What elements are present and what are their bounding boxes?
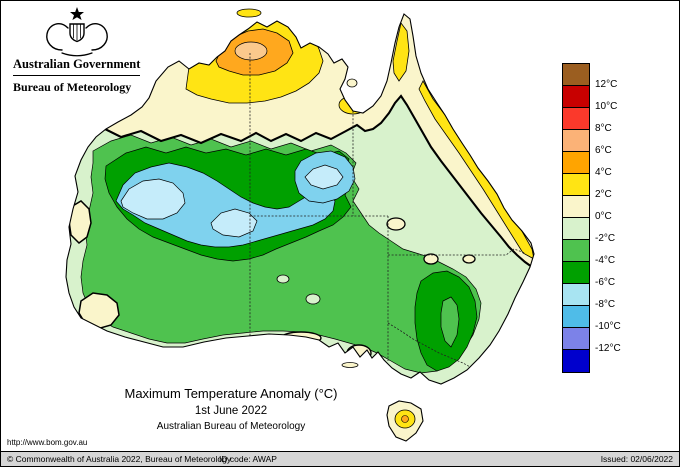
tasmania-orange — [401, 415, 409, 423]
legend-label: 8°C — [595, 123, 612, 134]
legend-swatch — [563, 284, 589, 306]
legend-label: 2°C — [595, 189, 612, 200]
state-borders — [249, 53, 526, 369]
coat-of-arms-icon — [46, 7, 108, 57]
bureau-title: Bureau of Meteorology — [13, 80, 132, 94]
legend-label: -4°C — [595, 255, 616, 266]
temperature-legend: 12°C 10°C 8°C 6°C 4°C 2°C 0°C -2°C -4°C … — [562, 63, 621, 373]
legend-swatch — [563, 174, 589, 196]
legend-swatch — [563, 152, 589, 174]
footer-bar: © Commonwealth of Australia 2022, Bureau… — [1, 451, 679, 466]
region-capeyork-yellow — [392, 22, 410, 82]
legend-label: -8°C — [595, 299, 616, 310]
legend-label: -12°C — [595, 343, 621, 354]
legend-label: 6°C — [595, 145, 612, 156]
spot-qld-1 — [386, 217, 406, 231]
legend-swatch — [563, 350, 589, 372]
map-title: Maximum Temperature Anomaly (°C) — [124, 386, 338, 401]
legend-label: 12°C — [595, 79, 618, 90]
crest-star — [70, 7, 84, 20]
spot-qld-2 — [423, 253, 439, 265]
patch-west-cream — [68, 200, 92, 244]
crest-kangaroo — [46, 23, 69, 51]
legend-label: 4°C — [595, 167, 612, 178]
legend-swatch — [563, 64, 589, 86]
crest-scroll — [61, 52, 93, 57]
groote-island — [346, 78, 358, 88]
legend-swatch — [563, 108, 589, 130]
cold-core-east — [304, 164, 344, 190]
crest-shield — [69, 23, 85, 43]
legend-label: -10°C — [595, 321, 621, 332]
legend-swatch — [563, 130, 589, 152]
footer-issued-date: Issued: 02/06/2022 — [600, 454, 673, 464]
patch-gulfs-cream — [346, 344, 372, 362]
cold-core-west — [120, 178, 186, 220]
coastline-mainland — [65, 13, 535, 385]
kangaroo-island — [341, 362, 359, 368]
legend-swatch — [563, 240, 589, 262]
crest-emu — [85, 23, 108, 51]
legend-swatch — [563, 306, 589, 328]
legend-swatch — [563, 86, 589, 108]
legend-swatch-column — [562, 63, 590, 373]
cold-core-mid — [210, 208, 258, 238]
legend-swatch — [563, 218, 589, 240]
legend-label: -2°C — [595, 233, 616, 244]
header-logo-block: Australian Government Bureau of Meteorol… — [13, 5, 163, 95]
spot-qld-3 — [462, 254, 476, 264]
patch-south-cream — [280, 331, 322, 345]
legend-label: 10°C — [595, 101, 618, 112]
legend-swatch — [563, 328, 589, 350]
melville-island — [236, 8, 262, 18]
footer-id-code: ID code: AWAP — [219, 454, 277, 464]
bom-url: http://www.bom.gov.au — [7, 438, 88, 447]
map-attribution: Australian Bureau of Meteorology — [156, 421, 306, 432]
region-orange-core-salmon — [234, 41, 268, 61]
government-title: Australian Government — [13, 57, 141, 71]
spot-sa-2 — [276, 274, 290, 284]
legend-swatch — [563, 262, 589, 284]
header-divider — [13, 75, 140, 76]
region-se-core — [440, 296, 460, 348]
map-date: 1st June 2022 — [194, 405, 268, 417]
legend-label: -6°C — [595, 277, 616, 288]
legend-label: 0°C — [595, 211, 612, 222]
footer-copyright: © Commonwealth of Australia 2022, Bureau… — [7, 454, 232, 464]
legend-swatch — [563, 196, 589, 218]
spot-sa-1 — [305, 293, 321, 305]
